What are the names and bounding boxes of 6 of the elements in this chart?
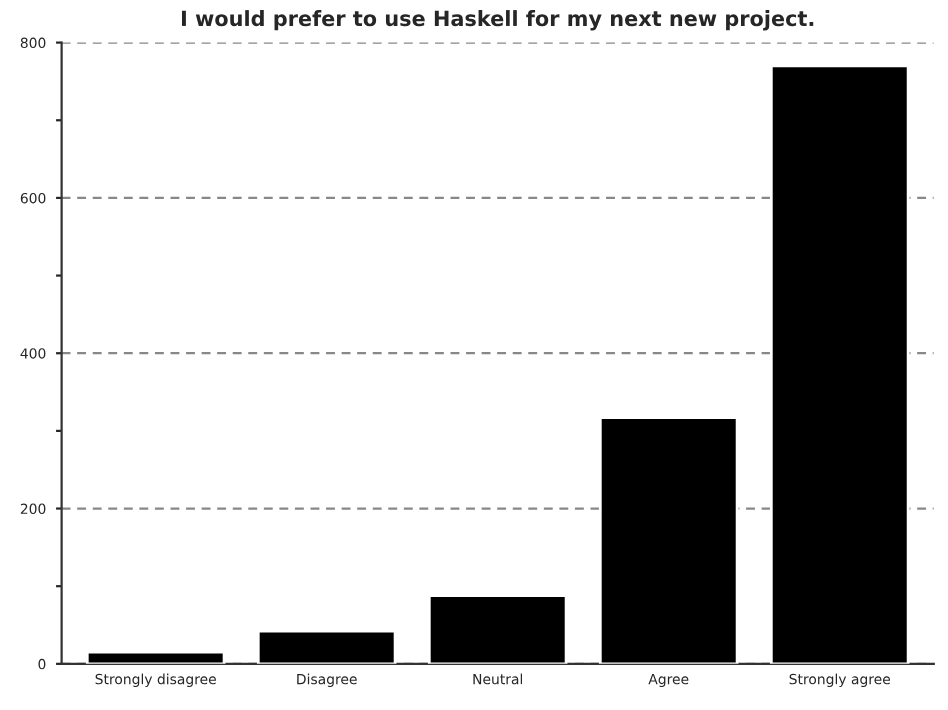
bar (598, 416, 739, 664)
bar (256, 629, 397, 664)
chart-title: I would prefer to use Haskell for my next new project. (181, 10, 814, 31)
bar (85, 650, 226, 664)
bar (427, 594, 568, 664)
bar (769, 64, 910, 664)
